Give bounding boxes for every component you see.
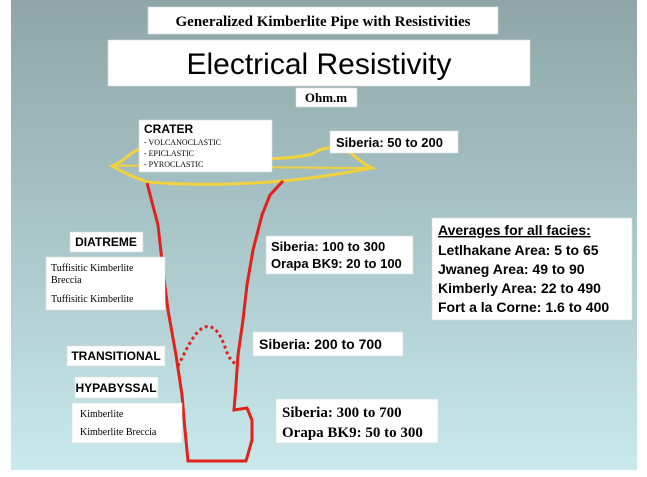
averages-row: Letlhakane Area: 5 to 65 [438,242,599,258]
facies-item: Kimberlite Breccia [80,427,157,438]
facies-item: Kimberlite [80,409,124,420]
averages-row: Jwaneg Area: 49 to 90 [438,261,585,277]
resistivity-label: Orapa BK9: 20 to 100 [271,256,402,271]
crater-item: - PYROCLASTIC [144,160,203,169]
diagram: Generalized Kimberlite Pipe with Resisti… [0,0,647,477]
facies-label: HYPABYSSAL [75,381,156,395]
facies-item: Tuffisitic Kimberlite [51,294,134,305]
averages-title: Averages for all facies: [438,222,591,238]
averages-row: Kimberly Area: 22 to 490 [438,280,601,296]
crater-item: - EPICLASTIC [144,149,194,158]
crater-label: CRATER [144,122,193,136]
facies-item: Tuffisitic Kimberlite [51,263,134,274]
resistivity-label: Siberia: 100 to 300 [271,239,385,254]
facies-label: DIATREME [75,235,137,249]
title: Generalized Kimberlite Pipe with Resisti… [176,14,471,30]
resistivity-label: Siberia: 300 to 700 [282,405,402,421]
heading: Electrical Resistivity [186,48,451,81]
facies-item: Breccia [51,275,82,286]
resistivity-label: Orapa BK9: 50 to 300 [282,425,423,441]
crater-item: - VOLCANOCLASTIC [144,138,221,147]
resistivity-label: Siberia: 200 to 700 [259,336,382,352]
unit: Ohm.m [305,90,347,105]
facies-label: TRANSITIONAL [71,349,160,363]
averages-row: Fort a la Corne: 1.6 to 400 [438,299,609,315]
resistivity-label: Siberia: 50 to 200 [336,135,443,150]
